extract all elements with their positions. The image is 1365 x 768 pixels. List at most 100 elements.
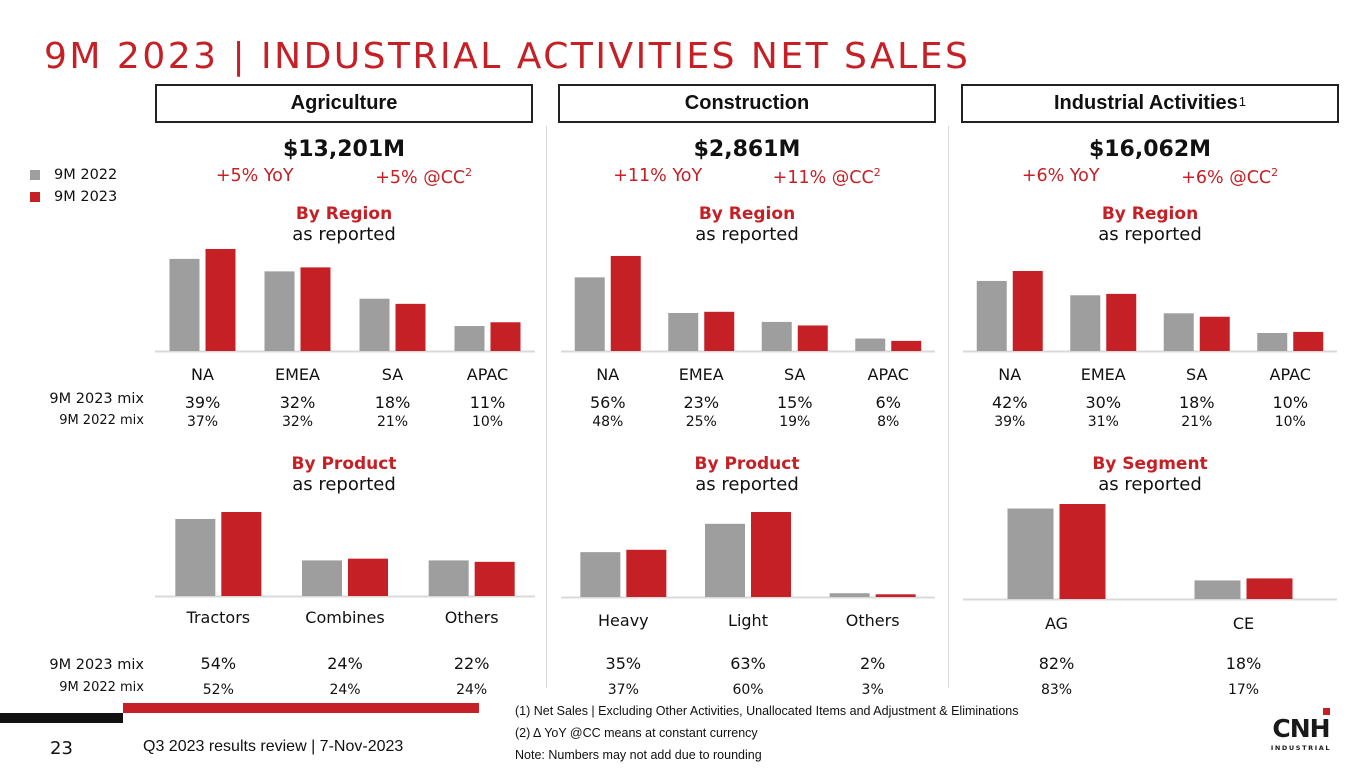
mix-2022-value: 37% <box>608 682 639 698</box>
logo-text: CNH <box>1272 714 1330 743</box>
bar-apac-2022 <box>855 338 886 351</box>
page-title: 9M 2023 | INDUSTRIAL ACTIVITIES NET SALE… <box>44 36 971 77</box>
mix-2022-value: 37% <box>187 414 218 430</box>
yoy-growth: +6% YoY <box>1021 166 1100 186</box>
mix-2023-value: 18% <box>1226 654 1262 673</box>
cc-growth-value: +6% @CC <box>1181 167 1272 188</box>
cnh-industrial-logo: CNH INDUSTRIAL <box>1270 708 1332 758</box>
chart-ia-segment: AG 82% 83% CE 18% 17% <box>963 504 1337 698</box>
category-label: Heavy <box>598 611 649 630</box>
mix-2022-value: 83% <box>1041 682 1072 698</box>
bar-na-2022 <box>574 277 605 351</box>
category-label: NA <box>191 365 214 384</box>
bar-tractors-2022 <box>175 518 216 596</box>
mix-2022-value: 21% <box>1181 414 1212 430</box>
bar-sa-2022 <box>1163 313 1194 351</box>
growth-row: +5% YoY +5% @CC2 <box>155 166 533 188</box>
category-label: SA <box>1186 365 1207 384</box>
category-label: EMEA <box>1081 365 1126 384</box>
mix-2023-value: 54% <box>201 654 237 673</box>
section-title: By Region <box>1101 204 1199 224</box>
mix-2023-value: 82% <box>1039 654 1075 673</box>
legend-label: 9M 2022 <box>54 167 118 183</box>
category-label: APAC <box>868 365 909 384</box>
logo-accent <box>1323 708 1330 715</box>
mix-2022-value: 24% <box>456 682 487 698</box>
mix-2023-value: 11% <box>470 393 506 412</box>
logo-subtext: INDUSTRIAL <box>1270 744 1332 752</box>
footnotes: (1) Net Sales | Excluding Other Activiti… <box>515 700 1018 766</box>
section-note: as reported <box>292 224 396 245</box>
cc-growth-value: +5% @CC <box>375 167 466 188</box>
growth-row: +6% YoY +6% @CC2 <box>961 166 1339 188</box>
category-label: Light <box>728 611 768 630</box>
panel-header-label: Agriculture <box>290 92 398 114</box>
bar-sa-2023 <box>395 303 426 351</box>
category-label: SA <box>382 365 403 384</box>
category-label: APAC <box>467 365 508 384</box>
footer-bar-red <box>123 703 479 713</box>
bar-others-2022 <box>428 560 469 596</box>
mix-2022-value: 31% <box>1088 414 1119 430</box>
row-label-mix-2023-product: 9M 2023 mix <box>49 657 144 673</box>
section-title-ag-region: By Region as reported <box>155 204 533 245</box>
chart-ia-region: NA 42% 39% EMEA 30% 31% SA 18% 21% APAC 10% 10% <box>963 271 1337 430</box>
footnote-rounding: Note: Numbers may not add due to roundin… <box>515 748 762 762</box>
mix-2022-value: 39% <box>994 414 1025 430</box>
section-note: as reported <box>695 474 799 495</box>
mix-2023-value: 10% <box>1272 393 1308 412</box>
category-label: Combines <box>305 608 384 627</box>
bar-ag-2023 <box>1059 504 1106 599</box>
section-title: By Region <box>295 204 393 224</box>
panel-total: $13,201M <box>282 137 406 162</box>
bar-tractors-2023 <box>221 512 262 596</box>
bar-emea-2023 <box>300 267 331 351</box>
bar-light-2022 <box>705 523 745 597</box>
mix-2023-value: 35% <box>606 654 642 673</box>
footer-text: Q3 2023 results review | 7-Nov-2023 <box>143 738 404 755</box>
bar-ce-2023 <box>1246 578 1293 599</box>
bar-emea-2022 <box>668 312 699 351</box>
bar-apac-2023 <box>490 322 521 351</box>
section-title: By Product <box>291 454 397 474</box>
bar-apac-2022 <box>1257 332 1288 351</box>
page-number: 23 <box>50 738 73 759</box>
section-title-ce-product: By Product as reported <box>558 454 936 495</box>
mix-2023-value: 2% <box>860 654 885 673</box>
footnote-ref: 1 <box>1238 94 1246 109</box>
section-title: By Product <box>694 454 800 474</box>
mix-2023-value: 32% <box>280 393 316 412</box>
section-note: as reported <box>1098 474 1202 495</box>
bar-na-2023 <box>610 255 641 351</box>
mix-2022-value: 60% <box>732 682 763 698</box>
mix-2022-value: 17% <box>1228 682 1259 698</box>
mix-2022-value: 52% <box>203 682 234 698</box>
row-label-mix-2022-region: 9M 2022 mix <box>59 413 144 428</box>
row-label-mix-2023-region: 9M 2023 mix <box>49 391 144 407</box>
cc-growth-value: +11% @CC <box>772 167 874 188</box>
row-label-mix-2022-product: 9M 2022 mix <box>59 680 144 695</box>
category-label: CE <box>1233 614 1254 633</box>
category-label: APAC <box>1270 365 1311 384</box>
mix-2022-value: 24% <box>329 682 360 698</box>
bar-heavy-2023 <box>626 549 667 597</box>
legend-swatch-2022 <box>30 170 40 180</box>
mix-2023-value: 23% <box>683 393 719 412</box>
category-label: Tractors <box>186 608 251 627</box>
yoy-growth: +5% YoY <box>215 166 294 186</box>
bar-na-2022 <box>976 280 1007 351</box>
mix-2023-value: 63% <box>730 654 766 673</box>
category-label: Others <box>445 608 499 627</box>
panel-total: $2,861M <box>693 137 801 162</box>
mix-2023-value: 30% <box>1085 393 1121 412</box>
mix-2022-value: 21% <box>377 414 408 430</box>
chart-ce-region: NA 56% 48% EMEA 23% 25% SA 15% 19% APAC 6% 8% <box>561 255 935 430</box>
panel-header: Construction <box>558 84 936 123</box>
cc-growth: +11% @CC2 <box>773 166 881 188</box>
mix-2023-value: 6% <box>876 393 901 412</box>
panel-industrial-activities: Industrial Activities 1 $16,062M +6% YoY … <box>961 84 1339 188</box>
chart-ag-product: Tractors 54% 52% Combines 24% 24% Others 22% 24% <box>155 512 535 698</box>
section-note: as reported <box>695 224 799 245</box>
footnote-1: (1) Net Sales | Excluding Other Activiti… <box>515 704 1019 718</box>
bar-light-2023 <box>751 512 791 597</box>
